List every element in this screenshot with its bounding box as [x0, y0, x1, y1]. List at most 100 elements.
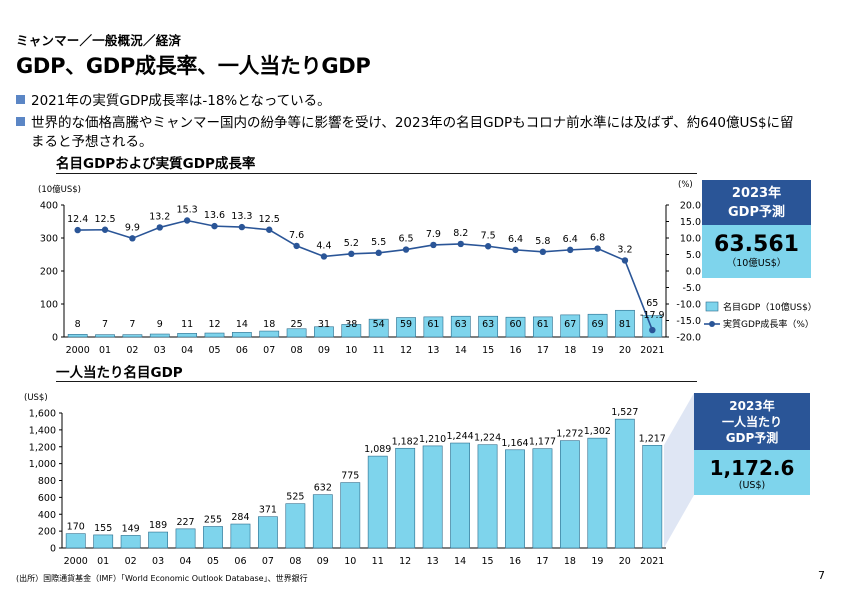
growth-label: 5.2	[344, 238, 359, 249]
chart2-y-tick-label: 800	[38, 476, 56, 487]
chart1-x-tick-label: 13	[427, 345, 439, 356]
growth-label: 6.4	[563, 234, 578, 245]
gdp-bar-label: 25	[291, 319, 303, 330]
per-capita-bar	[93, 534, 114, 549]
gdp-bar	[505, 316, 526, 338]
growth-label: 3.2	[617, 244, 632, 255]
per-capita-bar	[395, 447, 416, 549]
gdp-bar-label: 18	[263, 319, 275, 330]
gdp-bar	[396, 317, 416, 338]
chart2-title: 一人当たり名目GDP	[56, 365, 183, 381]
per-capita-bar-label: 189	[149, 520, 167, 531]
growth-label: 7.9	[426, 229, 441, 240]
growth-point	[512, 246, 519, 254]
growth-point	[238, 223, 246, 231]
chart1-x-tick-label: 11	[373, 345, 385, 356]
gdp-bar-label: 31	[318, 319, 330, 330]
per-capita-bar-label: 1,244	[446, 431, 473, 442]
chart1-x-tick-label: 2021	[640, 345, 664, 356]
callout-head-line: 一人当たり	[721, 415, 782, 429]
growth-point	[539, 248, 547, 256]
chart2-y-tick-label: 1,200	[29, 442, 56, 453]
growth-label: 13.6	[204, 210, 225, 221]
page-number: 7	[818, 569, 825, 582]
per-capita-bar-label: 1,089	[364, 444, 391, 455]
per-capita-bar-label: 149	[122, 523, 140, 534]
callout-connector-wedge	[663, 393, 694, 548]
bullet-text: 2021年の実質GDP成長率は-18%となっている。	[31, 93, 331, 109]
growth-point	[156, 224, 163, 231]
chart2-x-tick-label: 08	[289, 556, 301, 567]
growth-label: 7.6	[289, 230, 304, 241]
gdp-bar	[122, 334, 143, 338]
chart1-x-tick-label: 02	[126, 345, 138, 356]
chart1-x-tick-label: 10	[345, 345, 357, 356]
chart2-y-tick-label: 600	[38, 493, 56, 504]
chart2-y-tick-label: 0	[50, 544, 56, 555]
growth-point	[293, 242, 300, 250]
chart2-x-tick-label: 09	[317, 556, 329, 567]
per-capita-bar	[340, 482, 361, 549]
per-capita-bar-label: 255	[204, 514, 222, 525]
gdp-bar-label: 38	[345, 319, 357, 330]
chart1-y2-tick-label: -20.0	[676, 333, 701, 344]
gdp-bar-label: 11	[181, 319, 193, 330]
gdp-bar	[149, 333, 170, 338]
gdp-bar	[587, 313, 608, 338]
growth-point	[484, 243, 492, 250]
callout-head-line: 2023年	[729, 399, 775, 413]
bullet-text: まると予想される。	[31, 134, 153, 150]
chart2-x-tick-label: 14	[454, 556, 466, 567]
legend-bar-label: 名目GDP（10億US$）	[723, 301, 817, 313]
gdp-bar-label: 61	[537, 319, 549, 330]
per-capita-bar-label: 1,527	[611, 407, 638, 418]
gdp-bar-label: 9	[157, 319, 163, 330]
legend-bar-swatch	[705, 301, 719, 312]
chart1-x-tick-label: 07	[263, 345, 275, 356]
per-capita-bar	[614, 418, 635, 549]
gdp-bar-label: 8	[75, 319, 81, 330]
gdp-bar	[423, 316, 444, 338]
per-capita-bar	[559, 440, 580, 549]
chart1-y2-tick-label: 10.0	[680, 234, 701, 245]
gdp-bar-label: 63	[455, 319, 467, 330]
chart1-y2-tick-label: 15.0	[680, 217, 701, 228]
gdp-bar	[67, 334, 88, 338]
bullet-continuation: まると予想される。	[31, 133, 842, 152]
chart1-x-tick-label: 03	[154, 345, 166, 356]
per-capita-bar-label: 170	[67, 522, 85, 533]
chart2-x-tick-label: 03	[152, 556, 164, 567]
gdp-bar-label: 7	[102, 319, 108, 330]
per-capita-bar	[257, 516, 278, 549]
chart2-x-tick-label: 04	[179, 556, 191, 567]
gdp-forecast-unit: （10億US$）	[726, 258, 787, 269]
gdp-bar	[95, 334, 115, 338]
gdp-bar	[341, 324, 362, 338]
breadcrumb: ミャンマー／一般概況／経済	[16, 33, 182, 48]
growth-label: 13.2	[149, 211, 170, 222]
growth-point	[129, 235, 136, 242]
growth-label: 7.5	[481, 230, 496, 241]
chart1-title-rule	[56, 173, 697, 174]
gdp-bar	[450, 315, 471, 338]
chart2-x-tick-label: 11	[372, 556, 384, 567]
gdp-bar-label: 59	[400, 319, 412, 330]
chart2-y-tick-label: 400	[38, 510, 56, 521]
per-capita-bar	[312, 494, 333, 549]
chart1-y-tick-label: 0	[52, 333, 58, 344]
per-capita-bar-label: 525	[286, 492, 304, 503]
chart1-y2-tick-label: 20.0	[680, 201, 701, 212]
gdp-bar-label: 7	[129, 319, 135, 330]
chart1-x-tick-label: 16	[509, 345, 521, 356]
callout-head-line: GDP予測	[725, 431, 779, 445]
callout-head-line: 2023年	[731, 186, 782, 201]
gdp-bar	[286, 328, 307, 338]
gdp-bar	[204, 332, 225, 338]
growth-label: 13.3	[231, 211, 252, 222]
legend-line-label: 実質GDP成長率（%）	[723, 318, 814, 330]
growth-point	[183, 217, 191, 224]
gdp-bar-label: 65	[646, 298, 658, 309]
chart1-x-tick-label: 01	[99, 345, 111, 356]
chart2-title-rule	[56, 381, 697, 382]
per-capita-bar	[148, 531, 168, 549]
